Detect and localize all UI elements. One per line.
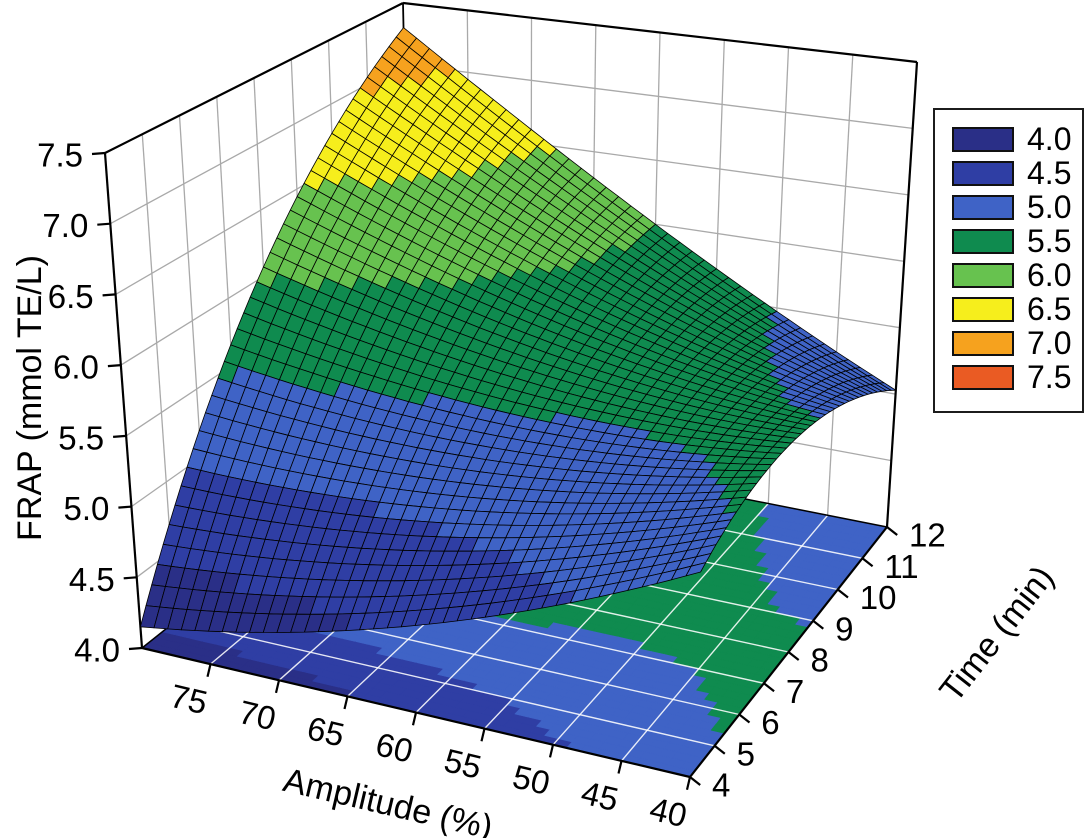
legend-color-swatch (952, 330, 1014, 356)
legend-color-swatch (952, 126, 1014, 152)
legend-color-swatch (952, 296, 1014, 322)
svg-text:4: 4 (712, 767, 730, 804)
svg-text:Time (min): Time (min) (932, 559, 1061, 709)
svg-text:9: 9 (835, 610, 853, 647)
svg-text:12: 12 (909, 517, 946, 554)
legend-label: 6.0 (1027, 257, 1072, 293)
svg-text:6.0: 6.0 (53, 349, 99, 386)
surface-mesh (140, 27, 897, 633)
svg-text:5.0: 5.0 (64, 490, 110, 527)
legend-label: 5.0 (1027, 189, 1072, 225)
legend-label: 6.5 (1027, 291, 1072, 327)
svg-text:45: 45 (578, 774, 622, 818)
svg-text:50: 50 (509, 757, 553, 801)
legend-color-swatch (952, 194, 1014, 220)
svg-text:70: 70 (235, 693, 279, 737)
svg-text:4.0: 4.0 (74, 632, 120, 669)
legend-item: 4.0 (952, 121, 1082, 157)
legend-color-swatch (952, 228, 1014, 254)
legend-item: 6.0 (952, 257, 1082, 293)
legend: 4.0 4.5 5.0 5.5 6.0 6.5 7.0 7.5 (933, 108, 1084, 413)
legend-color-swatch (952, 160, 1014, 186)
svg-text:11: 11 (884, 548, 918, 585)
svg-text:5: 5 (737, 735, 755, 772)
z-axis-ticks: 4.0 4.5 5.0 5.5 6.0 6.5 7.0 7.5 (37, 137, 143, 669)
legend-label: 5.5 (1027, 223, 1072, 259)
svg-text:55: 55 (441, 741, 485, 785)
legend-label: 4.0 (1027, 121, 1072, 157)
legend-label: 4.5 (1027, 155, 1072, 191)
svg-text:60: 60 (372, 725, 416, 769)
svg-text:FRAP (mmol TE/L): FRAP (mmol TE/L) (11, 255, 49, 541)
svg-text:40: 40 (646, 790, 690, 834)
legend-color-swatch (952, 262, 1014, 288)
legend-label: 7.0 (1027, 325, 1072, 361)
svg-text:10: 10 (860, 579, 897, 616)
legend-color-swatch (952, 364, 1014, 390)
x-axis-ticks: 75 70 65 60 55 50 45 40 (167, 663, 692, 834)
svg-text:6.5: 6.5 (48, 278, 94, 315)
legend-item: 7.5 (952, 359, 1082, 395)
svg-text:7.5: 7.5 (37, 137, 83, 174)
legend-item: 5.0 (952, 189, 1082, 225)
svg-text:5.5: 5.5 (58, 419, 104, 456)
legend-label: 7.5 (1027, 359, 1072, 395)
svg-text:4.5: 4.5 (69, 561, 115, 598)
svg-text:8: 8 (811, 642, 829, 679)
legend-item: 7.0 (952, 325, 1082, 361)
legend-item: 6.5 (952, 291, 1082, 327)
svg-text:75: 75 (167, 677, 211, 721)
svg-text:65: 65 (304, 709, 348, 753)
svg-text:7.0: 7.0 (42, 207, 88, 244)
legend-item: 4.5 (952, 155, 1082, 191)
legend-item: 5.5 (952, 223, 1082, 259)
svg-text:6: 6 (761, 704, 779, 741)
svg-text:7: 7 (786, 673, 804, 710)
